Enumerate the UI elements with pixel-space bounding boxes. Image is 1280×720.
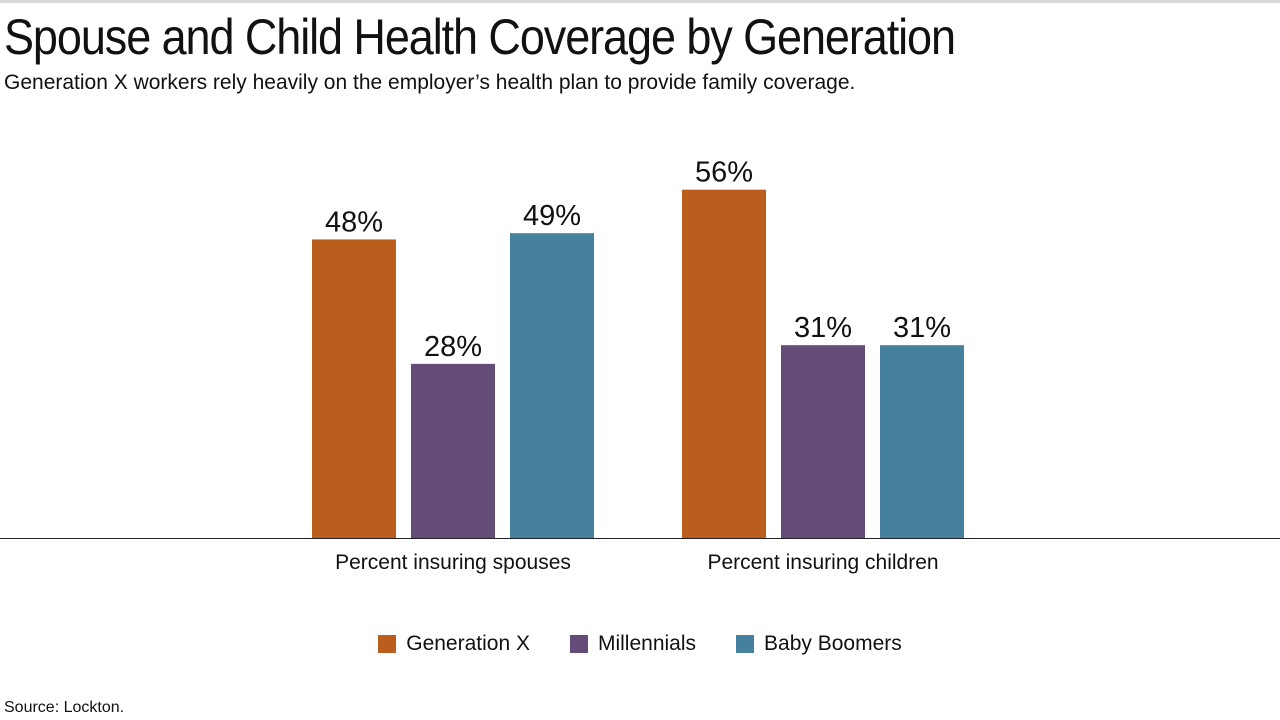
bar-millennials-percent-insuring-children	[781, 345, 865, 538]
data-label-baby-boomers-percent-insuring-children: 31%	[893, 312, 951, 344]
data-label-generation-x-percent-insuring-children: 56%	[695, 157, 753, 189]
data-label-generation-x-percent-insuring-spouses: 48%	[325, 206, 383, 238]
bar-chart: 48% 28% 49% Percent insuring spouses 56% 31% 3…	[0, 157, 1280, 574]
top-rule	[0, 0, 1280, 3]
source-note: Source: Lockton.	[4, 699, 125, 716]
legend-item-baby-boomers: Baby Boomers	[736, 632, 902, 656]
data-label-millennials-percent-insuring-children: 31%	[794, 312, 852, 344]
category-label-percent-insuring-children: Percent insuring children	[707, 551, 938, 574]
data-label-millennials-percent-insuring-spouses: 28%	[424, 331, 482, 363]
chart-title: Spouse and Child Health Coverage by Gene…	[4, 9, 956, 65]
category-label-percent-insuring-spouses: Percent insuring spouses	[335, 551, 571, 574]
chart-subtitle: Generation X workers rely heavily on the…	[4, 71, 856, 94]
chart-legend: Generation X Millennials Baby Boomers	[0, 632, 1280, 656]
legend-item-millennials: Millennials	[569, 632, 697, 656]
bar-generation-x-percent-insuring-children	[682, 189, 766, 538]
bar-baby-boomers-percent-insuring-spouses	[510, 233, 594, 538]
legend-swatch-baby-boomers	[736, 635, 755, 653]
bar-baby-boomers-percent-insuring-children	[880, 345, 964, 538]
legend-swatch-millennials	[569, 635, 588, 653]
legend-label-baby-boomers: Baby Boomers	[764, 632, 902, 655]
data-label-baby-boomers-percent-insuring-spouses: 49%	[523, 200, 581, 232]
legend-item-generation-x: Generation X	[378, 632, 530, 656]
bar-generation-x-percent-insuring-spouses	[312, 239, 396, 538]
legend-swatch-generation-x	[378, 635, 397, 653]
bar-millennials-percent-insuring-spouses	[411, 363, 495, 538]
legend-label-generation-x: Generation X	[406, 632, 530, 655]
legend-label-millennials: Millennials	[597, 632, 697, 655]
